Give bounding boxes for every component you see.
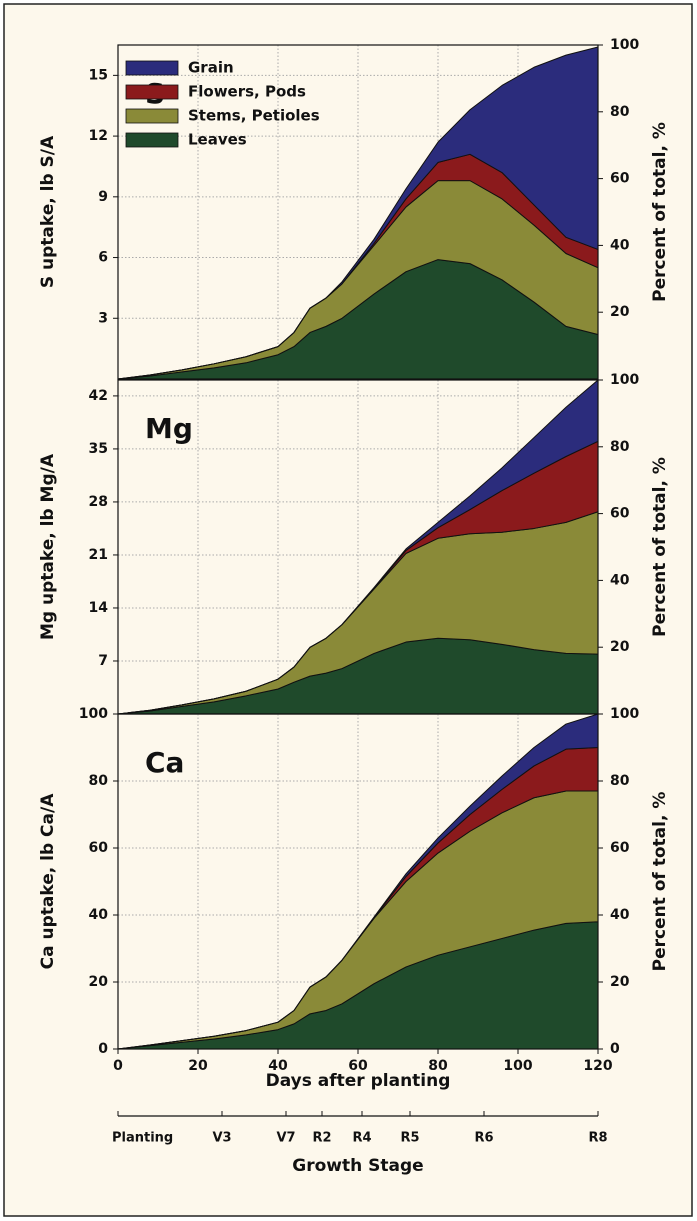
stage-label: R6 bbox=[474, 1131, 493, 1146]
stage-label: R4 bbox=[352, 1131, 371, 1146]
stage-label: V7 bbox=[276, 1131, 295, 1146]
y-tick-label: 35 bbox=[89, 441, 108, 457]
panel-label: Mg bbox=[145, 412, 193, 445]
y2-tick-label: 80 bbox=[610, 773, 630, 789]
y2-tick-label: 40 bbox=[610, 907, 630, 923]
y2-tick-label: 100 bbox=[610, 37, 639, 53]
x-tick-label: 0 bbox=[113, 1058, 123, 1074]
x-tick-label: 120 bbox=[583, 1058, 612, 1074]
y2-tick-label: 60 bbox=[610, 171, 630, 187]
stage-label: R5 bbox=[400, 1131, 419, 1146]
y-tick-label: 60 bbox=[89, 840, 109, 856]
y2-tick-label: 0 bbox=[610, 1041, 620, 1057]
panel-label: Ca bbox=[145, 746, 184, 779]
y2-tick-label: 20 bbox=[610, 639, 630, 655]
stage-label: V3 bbox=[212, 1131, 231, 1146]
y-tick-label: 15 bbox=[89, 67, 108, 83]
legend-swatch bbox=[125, 108, 179, 124]
y2-axis-title: Percent of total, % bbox=[650, 122, 670, 302]
y2-axis-title: Percent of total, % bbox=[650, 792, 670, 972]
y-tick-label: 20 bbox=[89, 974, 109, 990]
stage-label: R2 bbox=[312, 1131, 331, 1146]
plot-frame bbox=[117, 44, 599, 380]
y2-tick-label: 80 bbox=[610, 104, 630, 120]
y2-tick-label: 100 bbox=[610, 706, 639, 722]
legend-swatch bbox=[125, 60, 179, 76]
stage-label: R8 bbox=[588, 1131, 607, 1146]
x-tick-label: 40 bbox=[268, 1058, 288, 1074]
legend-swatch bbox=[125, 132, 179, 148]
x-tick-label: 20 bbox=[188, 1058, 208, 1074]
y-axis-title: Mg uptake, lb Mg/A bbox=[38, 453, 58, 640]
y2-tick-label: 40 bbox=[610, 237, 630, 253]
y2-axis-title: Percent of total, % bbox=[650, 457, 670, 637]
legend-label: Flowers, Pods bbox=[188, 83, 306, 101]
y-tick-label: 12 bbox=[89, 128, 108, 144]
y-tick-label: 40 bbox=[89, 907, 109, 923]
y-tick-label: 7 bbox=[98, 653, 108, 669]
x-axis-title: Days after planting bbox=[266, 1071, 451, 1091]
y2-tick-label: 80 bbox=[610, 439, 630, 455]
y-tick-label: 3 bbox=[98, 310, 108, 326]
y-tick-label: 42 bbox=[89, 388, 108, 404]
x-tick-label: 100 bbox=[503, 1058, 532, 1074]
y-axis-title: S uptake, lb S/A bbox=[38, 135, 58, 288]
y-tick-label: 0 bbox=[98, 1041, 108, 1057]
stage-axis-title: Growth Stage bbox=[292, 1156, 423, 1176]
y2-tick-label: 60 bbox=[610, 506, 630, 522]
legend-label: Grain bbox=[188, 59, 234, 77]
y-tick-label: 28 bbox=[89, 494, 108, 510]
y-tick-label: 6 bbox=[98, 250, 108, 266]
y2-tick-label: 20 bbox=[610, 974, 630, 990]
legend-swatch bbox=[125, 84, 179, 100]
legend-label: Leaves bbox=[188, 131, 247, 149]
x-tick-label: 60 bbox=[348, 1058, 368, 1074]
y2-tick-label: 40 bbox=[610, 572, 630, 588]
stage-label: Planting bbox=[112, 1131, 173, 1146]
y2-tick-label: 100 bbox=[610, 372, 639, 388]
y-axis-title: Ca uptake, lb Ca/A bbox=[38, 793, 58, 970]
y-tick-label: 80 bbox=[89, 773, 109, 789]
y-tick-label: 9 bbox=[98, 189, 108, 205]
legend-label: Stems, Petioles bbox=[188, 107, 320, 125]
y2-tick-label: 20 bbox=[610, 304, 630, 320]
y-tick-label: 100 bbox=[79, 706, 108, 722]
y-tick-label: 21 bbox=[89, 547, 108, 563]
y-tick-label: 14 bbox=[89, 600, 109, 616]
y2-tick-label: 60 bbox=[610, 840, 630, 856]
x-tick-label: 80 bbox=[428, 1058, 448, 1074]
